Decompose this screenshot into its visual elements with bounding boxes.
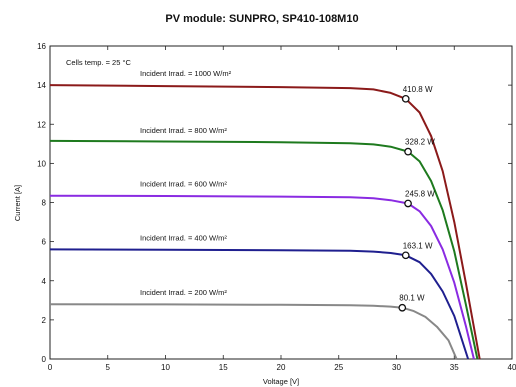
- mpp-power-label-3: 163.1 W: [403, 241, 433, 250]
- irradiance-label-2: Incident Irrad. = 600 W/m²: [140, 180, 227, 189]
- x-tick-label: 15: [219, 363, 228, 372]
- x-tick-label: 10: [161, 363, 170, 372]
- x-tick-label: 5: [106, 363, 111, 372]
- plot-frame: [49, 45, 513, 360]
- irradiance-label-4: Incident Irrad. = 200 W/m²: [140, 288, 227, 297]
- x-axis-label: Voltage [V]: [263, 377, 299, 386]
- irradiance-label-3: Incident Irrad. = 400 W/m²: [140, 233, 227, 242]
- y-tick-label: 14: [37, 81, 46, 90]
- y-tick-label: 4: [42, 277, 47, 286]
- irradiance-label-0: Incident Irrad. = 1000 W/m²: [140, 69, 232, 78]
- x-tick-label: 20: [277, 363, 286, 372]
- x-tick-label: 35: [450, 363, 459, 372]
- mpp-marker-0: [401, 94, 410, 103]
- y-tick-label: 2: [42, 316, 47, 325]
- labels-layer: Incident Irrad. = 1000 W/m² 410.8 W Incide…: [140, 69, 435, 303]
- x-tick-label: 30: [392, 363, 401, 372]
- mpp-marker-1: [404, 147, 412, 156]
- y-tick-label: 12: [37, 120, 46, 129]
- y-tick-label: 16: [37, 42, 46, 51]
- mpp-power-label-2: 245.8 W: [405, 189, 435, 198]
- mpp-power-label-0: 410.8 W: [403, 85, 433, 94]
- iv-curve-0: [49, 84, 481, 360]
- y-axis-label: Current [A]: [13, 185, 22, 221]
- x-tick-label: 25: [334, 363, 343, 372]
- iv-curve-2: [49, 194, 475, 360]
- axes: 0 5 10 15 20 25 30 35 40 0 2 4 6 8 10 12 14 16: [37, 42, 516, 372]
- cells-temp-annotation: Cells temp. = 25 °C: [66, 58, 131, 67]
- mpp-marker-2: [404, 199, 412, 208]
- y-tick-label: 10: [37, 159, 46, 168]
- x-tick-label: 0: [48, 363, 53, 372]
- mpp-marker-4: [398, 303, 407, 312]
- x-tick-label: 40: [508, 363, 516, 372]
- series-layer: [49, 84, 481, 360]
- chart-title: PV module: SUNPRO, SP410-108M10: [165, 13, 358, 25]
- iv-curve-4: [49, 303, 458, 360]
- y-tick-label: 0: [42, 355, 47, 364]
- mpp-marker-3: [401, 251, 410, 260]
- y-tick-label: 6: [42, 238, 47, 247]
- y-tick-label: 8: [42, 199, 47, 208]
- mpp-power-label-4: 80.1 W: [399, 294, 425, 303]
- mpp-power-label-1: 328.2 W: [405, 138, 435, 147]
- irradiance-label-1: Incident Irrad. = 800 W/m²: [140, 126, 227, 135]
